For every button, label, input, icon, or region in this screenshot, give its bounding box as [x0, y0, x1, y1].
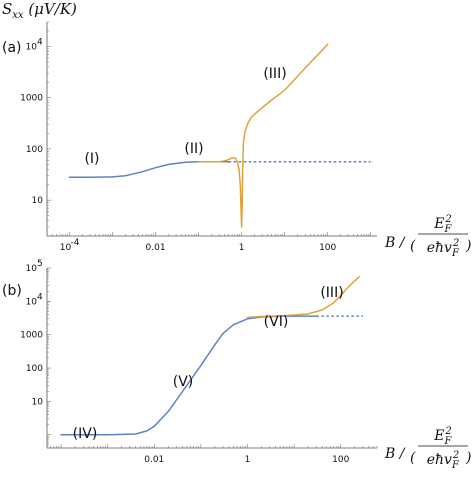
svg-text:): ): [465, 450, 471, 466]
svg-text:EF2: EF2: [433, 426, 452, 447]
y-tick-label: 1000: [20, 331, 43, 341]
y-tick-label: 10: [32, 397, 44, 407]
svg-text:): ): [465, 238, 471, 254]
region-label: (IV): [73, 426, 98, 442]
svg-text:(: (: [410, 450, 416, 466]
series-line-solid-0: [60, 315, 318, 436]
x-tick-label: 1: [239, 243, 245, 253]
y-tick-label-exponent: 4: [37, 37, 43, 47]
panel-label: (b): [2, 283, 22, 299]
svg-text:(: (: [410, 238, 416, 254]
x-tick-label: 10: [60, 243, 72, 253]
y-tick-label: 10: [26, 264, 38, 274]
svg-text:eħvF2: eħvF2: [427, 450, 460, 471]
y-axis-label: Sxx (μV/K): [2, 0, 77, 21]
x-tick-label-exponent: -4: [70, 238, 79, 248]
y-tick-label-exponent: 5: [37, 259, 43, 269]
x-tick-label: 100: [332, 455, 349, 465]
y-tick-label: 100: [26, 364, 43, 374]
panel-label: (a): [2, 40, 22, 56]
y-tick-label: 10: [26, 42, 38, 52]
y-tick-label: 10: [32, 196, 44, 206]
y-tick-label: 1000: [20, 94, 43, 104]
series-line-solid-2: [197, 43, 329, 228]
region-label: (VI): [264, 314, 289, 330]
svg-text:EF2: EF2: [433, 214, 452, 235]
x-axis-label-a: B / ( EF2 eħvF2 ): [384, 214, 471, 259]
y-tick-label: 100: [26, 145, 43, 155]
y-tick-label: 10: [26, 297, 38, 307]
y-tick-label-exponent: 4: [37, 292, 43, 302]
svg-text:eħvF2: eħvF2: [427, 238, 460, 259]
region-label: (III): [263, 66, 286, 82]
x-tick-label: 0.01: [144, 455, 164, 465]
region-label: (I): [84, 151, 99, 167]
x-axis-label-b: B / ( EF2 eħvF2 ): [384, 426, 471, 471]
svg-text:B /: B /: [384, 446, 406, 462]
series-line-solid-2: [246, 275, 361, 319]
x-tick-label: 100: [319, 243, 336, 253]
region-label: (V): [173, 374, 194, 390]
region-label: (II): [184, 141, 203, 157]
x-tick-label: 0.01: [146, 243, 166, 253]
x-tick-label: 1: [245, 455, 251, 465]
svg-text:B /: B /: [384, 235, 406, 251]
region-label: (III): [320, 285, 343, 301]
